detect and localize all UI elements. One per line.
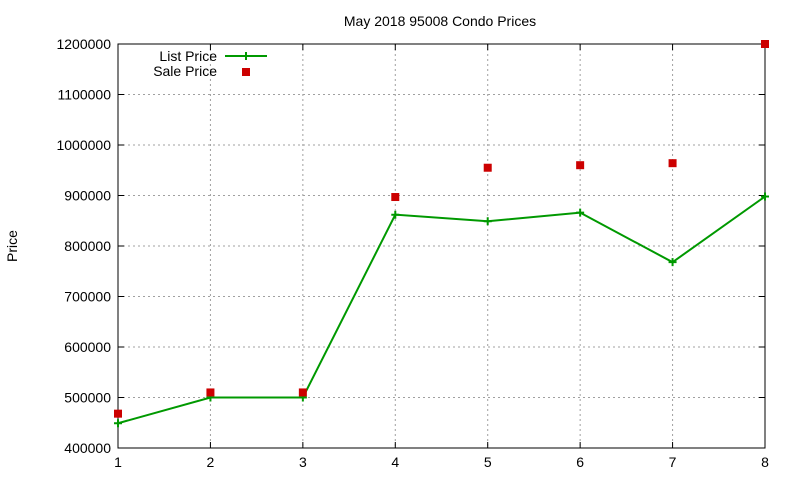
- x-tick-label: 7: [669, 454, 677, 470]
- plot-border: [117, 43, 766, 449]
- data-point-sale-price: [761, 40, 769, 48]
- y-tick-label: 1200000: [56, 36, 111, 52]
- series: [114, 40, 769, 428]
- data-point-sale-price: [206, 388, 215, 397]
- legend: List Price Sale Price: [153, 48, 267, 79]
- y-tick-label: 1000000: [56, 137, 111, 153]
- data-point-list-price: [114, 419, 122, 428]
- y-tick-label: 900000: [64, 188, 111, 204]
- data-point-sale-price: [391, 193, 400, 202]
- y-tick-label: 600000: [64, 339, 111, 355]
- data-point-list-price: [391, 210, 400, 219]
- legend-label-sale-price: Sale Price: [153, 63, 217, 79]
- chart-title: May 2018 95008 Condo Prices: [344, 13, 536, 29]
- data-point-sale-price: [298, 388, 307, 397]
- legend-label-list-price: List Price: [159, 48, 217, 64]
- data-point-sale-price: [483, 163, 492, 172]
- legend-marker-list-price: [242, 52, 250, 60]
- axis-ticks: 1 2 3 4 5 6 7 8 400000 500000 600000 700000 800000 90…: [56, 36, 769, 470]
- x-tick-label: 8: [761, 454, 769, 470]
- y-axis-label: Price: [4, 230, 20, 262]
- x-tick-label: 5: [484, 454, 492, 470]
- x-tick-label: 3: [299, 454, 307, 470]
- y-tick-label: 700000: [64, 289, 111, 305]
- data-point-list-price: [576, 208, 585, 217]
- data-point-list-price: [668, 258, 677, 267]
- y-tick-label: 1100000: [58, 87, 112, 103]
- x-tick-label: 2: [207, 454, 215, 470]
- data-point-sale-price: [576, 161, 585, 170]
- x-tick-label: 4: [391, 454, 399, 470]
- data-point-list-price: [483, 217, 492, 226]
- x-tick-label: 6: [576, 454, 584, 470]
- data-point-sale-price: [114, 409, 122, 418]
- grid: [118, 44, 765, 448]
- legend-marker-sale-price: [242, 68, 250, 76]
- data-point-list-price: [761, 192, 769, 201]
- y-tick-label: 400000: [64, 440, 111, 456]
- data-point-sale-price: [668, 159, 677, 168]
- y-tick-label: 800000: [64, 238, 111, 254]
- y-tick-label: 500000: [64, 390, 111, 406]
- series-line-list-price: [117, 195, 766, 425]
- x-tick-label: 1: [114, 454, 122, 470]
